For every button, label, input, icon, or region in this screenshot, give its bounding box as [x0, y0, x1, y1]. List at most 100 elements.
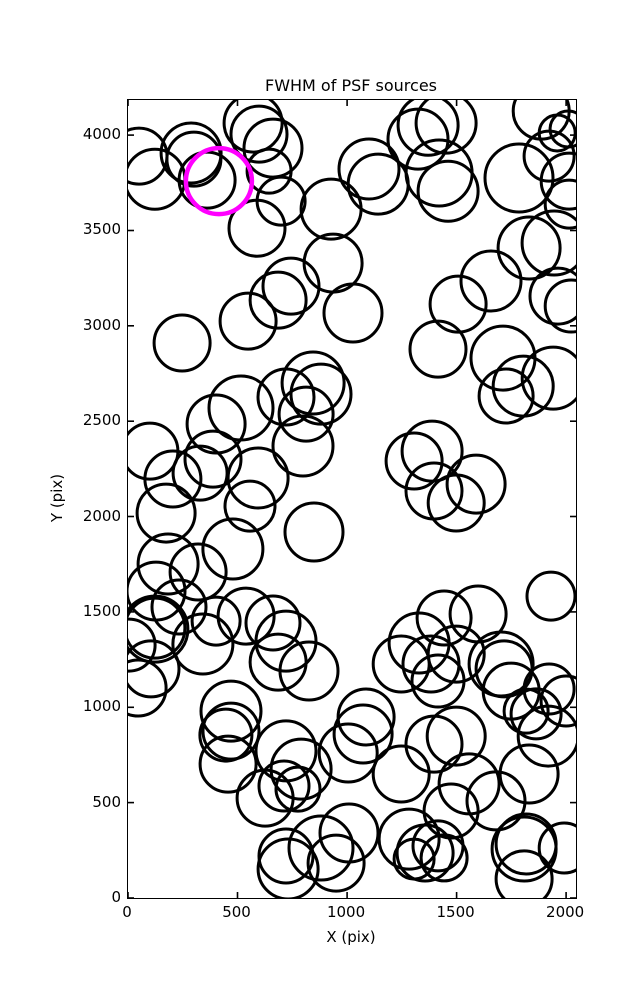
x-axis-label: X (pix) — [326, 928, 376, 946]
plot-area — [127, 99, 577, 899]
y-tick-label: 500 — [92, 792, 121, 811]
psf-source-circle — [135, 482, 197, 544]
y-tick-label: 2000 — [82, 506, 121, 525]
y-tick-label: 3500 — [82, 220, 121, 239]
psf-source-circle — [255, 175, 307, 227]
psf-source-circle — [428, 274, 488, 334]
psf-source-circle — [445, 453, 507, 515]
psf-source-circle — [509, 687, 563, 741]
psf-source-circle — [522, 129, 576, 183]
psf-source-circle — [469, 324, 537, 392]
psf-source-circle — [257, 759, 311, 813]
psf-source-circle — [371, 744, 431, 804]
psf-source-circle — [261, 256, 321, 316]
psf-source-circle — [539, 674, 576, 728]
psf-source-circle — [183, 429, 243, 489]
psf-source-circle — [271, 414, 335, 478]
psf-source-circle — [496, 215, 562, 281]
psf-source-circle — [306, 833, 366, 893]
psf-source-circle — [396, 100, 460, 157]
psf-source-circle — [201, 701, 261, 761]
x-tick-label: 1000 — [326, 903, 366, 921]
psf-source-circle — [165, 130, 223, 188]
psf-source-circle — [254, 719, 318, 783]
psf-source-circle — [459, 249, 523, 313]
psf-source-circle — [416, 159, 480, 223]
x-tick-label: 2000 — [546, 903, 585, 921]
psf-source-circle — [128, 596, 187, 660]
psf-source-circle — [404, 461, 464, 521]
psf-source-circle — [283, 501, 345, 563]
psf-source-circle — [404, 138, 474, 208]
y-tick-label: 1000 — [82, 697, 121, 716]
psf-source-circle — [289, 362, 353, 426]
psf-source-circle — [256, 837, 320, 898]
psf-source-circle — [278, 640, 340, 702]
psf-source-circle — [128, 658, 168, 718]
psf-source-circle — [520, 345, 576, 411]
highlighted-source-circle — [183, 145, 255, 217]
psf-source-circle — [128, 639, 181, 699]
psf-source-circle — [425, 705, 487, 767]
psf-source-circle — [136, 532, 200, 596]
y-tick-label: 2500 — [82, 411, 121, 430]
psf-source-circle — [400, 419, 464, 483]
psf-source-circle — [299, 177, 363, 241]
psf-source-circle — [494, 812, 558, 876]
psf-source-circle — [477, 367, 535, 425]
psf-source-circle — [216, 586, 276, 646]
psf-source-circle — [198, 734, 258, 794]
psf-source-circle — [274, 765, 322, 813]
psf-source-circle — [287, 814, 355, 882]
psf-source-circle — [128, 421, 180, 481]
psf-source-circle — [371, 634, 431, 694]
psf-source-circle — [201, 517, 265, 581]
psf-source-circle — [408, 319, 468, 379]
psf-source-circle — [171, 612, 235, 676]
psf-source-circle — [248, 270, 308, 330]
y-tick-label: 0 — [111, 888, 121, 906]
psf-source-circle — [337, 137, 401, 201]
psf-source-circle — [426, 473, 486, 533]
psf-source-circle — [543, 178, 576, 230]
psf-source-circle — [543, 278, 576, 334]
psf-source-circle — [235, 768, 295, 828]
x-tick-label: 0 — [122, 903, 132, 921]
psf-source-circle — [498, 743, 560, 805]
psf-source-circle — [128, 594, 190, 664]
psf-source-circle — [465, 770, 527, 832]
psf-source-circle — [317, 722, 379, 784]
psf-source-circle — [150, 578, 208, 636]
psf-source-circle — [280, 350, 346, 416]
y-tick-label: 4000 — [82, 125, 121, 144]
psf-source-circle — [245, 147, 293, 195]
x-tick-label: 1500 — [436, 903, 475, 921]
psf-source-circle — [377, 807, 441, 871]
psf-source-circle — [516, 704, 576, 768]
psf-source-circle — [410, 653, 466, 709]
psf-source-circle — [332, 703, 394, 765]
psf-source-circle — [199, 679, 263, 743]
psf-source-circle — [229, 104, 289, 164]
psf-source-circle — [502, 687, 550, 735]
psf-source-circle — [222, 100, 284, 154]
psf-source-circle — [223, 479, 277, 533]
psf-source-circle — [218, 291, 278, 351]
psf-source-circle — [426, 624, 486, 684]
psf-source-circle — [244, 594, 302, 652]
psf-source-circle — [269, 737, 333, 801]
plot-canvas — [128, 100, 576, 898]
psf-source-circle — [539, 151, 576, 211]
psf-source-circle — [384, 431, 444, 491]
psf-source-circle — [152, 313, 212, 373]
psf-source-circle — [414, 100, 478, 155]
psf-source-circle — [415, 589, 473, 647]
psf-source-circle — [419, 833, 469, 883]
psf-source-circle — [322, 282, 384, 344]
psf-source-circle — [483, 142, 555, 214]
plot-title: FWHM of PSF sources — [264, 76, 437, 95]
x-tick-label: 500 — [222, 903, 251, 921]
psf-source-circle — [525, 570, 576, 622]
psf-source-circle — [248, 632, 308, 692]
